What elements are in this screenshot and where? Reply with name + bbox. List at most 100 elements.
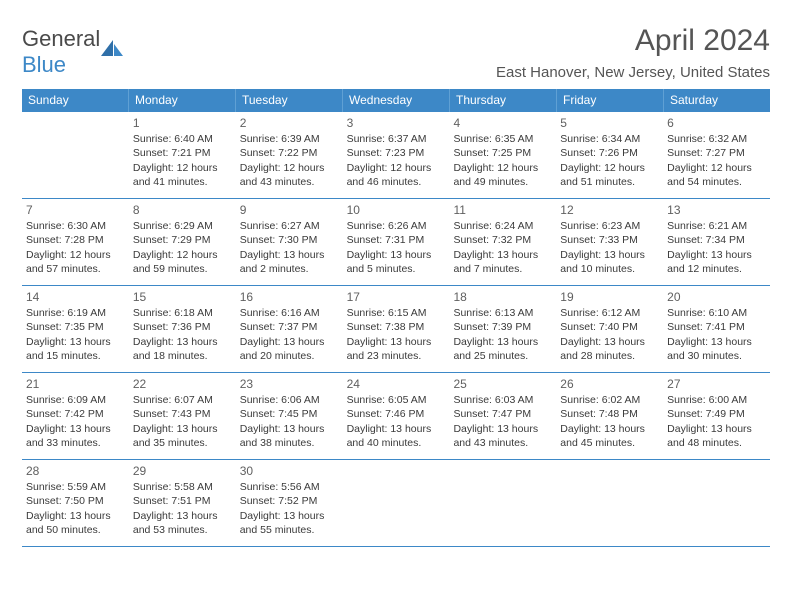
day-cell: 25Sunrise: 6:03 AMSunset: 7:47 PMDayligh… (449, 373, 556, 459)
day-info-line: Sunset: 7:50 PM (26, 494, 125, 508)
day-info-line: Sunrise: 6:30 AM (26, 219, 125, 233)
day-info-line: Sunrise: 6:07 AM (133, 393, 232, 407)
day-info-line: Sunrise: 6:29 AM (133, 219, 232, 233)
day-info-line: Daylight: 13 hours (26, 422, 125, 436)
day-number: 5 (560, 115, 659, 131)
day-cell (343, 460, 450, 546)
page-header: General Blue April 2024 East Hanover, Ne… (22, 24, 770, 81)
day-info-line: Daylight: 13 hours (26, 509, 125, 523)
day-info-line: Sunrise: 6:12 AM (560, 306, 659, 320)
day-info-line: and 23 minutes. (347, 349, 446, 363)
day-info-line: Daylight: 13 hours (240, 422, 339, 436)
day-cell: 6Sunrise: 6:32 AMSunset: 7:27 PMDaylight… (663, 112, 770, 198)
day-info-line: and 57 minutes. (26, 262, 125, 276)
day-number: 2 (240, 115, 339, 131)
day-info-line: and 46 minutes. (347, 175, 446, 189)
day-info-line: Sunrise: 6:19 AM (26, 306, 125, 320)
week-row: 14Sunrise: 6:19 AMSunset: 7:35 PMDayligh… (22, 286, 770, 373)
day-number: 20 (667, 289, 766, 305)
day-number: 30 (240, 463, 339, 479)
day-info-line: Sunrise: 6:18 AM (133, 306, 232, 320)
day-info-line: Sunrise: 6:35 AM (453, 132, 552, 146)
day-info-line: Sunset: 7:46 PM (347, 407, 446, 421)
day-info-line: Daylight: 13 hours (26, 335, 125, 349)
day-info-line: Daylight: 12 hours (240, 161, 339, 175)
day-info-line: and 45 minutes. (560, 436, 659, 450)
day-info-line: and 38 minutes. (240, 436, 339, 450)
title-block: April 2024 East Hanover, New Jersey, Uni… (496, 24, 770, 81)
day-info-line: Sunrise: 6:00 AM (667, 393, 766, 407)
day-number: 26 (560, 376, 659, 392)
day-cell: 20Sunrise: 6:10 AMSunset: 7:41 PMDayligh… (663, 286, 770, 372)
day-cell: 8Sunrise: 6:29 AMSunset: 7:29 PMDaylight… (129, 199, 236, 285)
day-cell: 12Sunrise: 6:23 AMSunset: 7:33 PMDayligh… (556, 199, 663, 285)
day-info-line: Sunset: 7:29 PM (133, 233, 232, 247)
week-row: 7Sunrise: 6:30 AMSunset: 7:28 PMDaylight… (22, 199, 770, 286)
day-number: 14 (26, 289, 125, 305)
day-info-line: Daylight: 12 hours (667, 161, 766, 175)
month-title: April 2024 (496, 24, 770, 58)
day-cell: 22Sunrise: 6:07 AMSunset: 7:43 PMDayligh… (129, 373, 236, 459)
day-info-line: and 28 minutes. (560, 349, 659, 363)
day-info-line: Daylight: 13 hours (133, 335, 232, 349)
day-info-line: Sunset: 7:38 PM (347, 320, 446, 334)
day-info-line: Sunset: 7:51 PM (133, 494, 232, 508)
weekday-header: Friday (557, 89, 664, 112)
week-row: 28Sunrise: 5:59 AMSunset: 7:50 PMDayligh… (22, 460, 770, 547)
day-info-line: Sunset: 7:34 PM (667, 233, 766, 247)
week-row: 1Sunrise: 6:40 AMSunset: 7:21 PMDaylight… (22, 112, 770, 199)
day-info-line: Sunset: 7:26 PM (560, 146, 659, 160)
day-info-line: and 7 minutes. (453, 262, 552, 276)
day-number: 23 (240, 376, 339, 392)
day-info-line: and 10 minutes. (560, 262, 659, 276)
day-info-line: Sunrise: 6:40 AM (133, 132, 232, 146)
day-info-line: Sunrise: 6:05 AM (347, 393, 446, 407)
day-info-line: and 35 minutes. (133, 436, 232, 450)
day-cell: 24Sunrise: 6:05 AMSunset: 7:46 PMDayligh… (343, 373, 450, 459)
day-info-line: and 50 minutes. (26, 523, 125, 537)
day-info-line: and 48 minutes. (667, 436, 766, 450)
day-info-line: Sunset: 7:22 PM (240, 146, 339, 160)
day-number: 17 (347, 289, 446, 305)
day-info-line: Sunset: 7:33 PM (560, 233, 659, 247)
location-text: East Hanover, New Jersey, United States (496, 64, 770, 81)
day-cell: 13Sunrise: 6:21 AMSunset: 7:34 PMDayligh… (663, 199, 770, 285)
day-number: 16 (240, 289, 339, 305)
day-info-line: and 18 minutes. (133, 349, 232, 363)
day-cell (556, 460, 663, 546)
day-cell: 2Sunrise: 6:39 AMSunset: 7:22 PMDaylight… (236, 112, 343, 198)
weekday-header: Saturday (664, 89, 770, 112)
day-info-line: and 49 minutes. (453, 175, 552, 189)
day-info-line: Daylight: 13 hours (240, 509, 339, 523)
day-cell: 19Sunrise: 6:12 AMSunset: 7:40 PMDayligh… (556, 286, 663, 372)
day-info-line: Sunrise: 5:58 AM (133, 480, 232, 494)
day-info-line: and 33 minutes. (26, 436, 125, 450)
day-cell: 7Sunrise: 6:30 AMSunset: 7:28 PMDaylight… (22, 199, 129, 285)
weekday-header: Thursday (450, 89, 557, 112)
day-info-line: Sunset: 7:25 PM (453, 146, 552, 160)
day-cell: 18Sunrise: 6:13 AMSunset: 7:39 PMDayligh… (449, 286, 556, 372)
day-number: 3 (347, 115, 446, 131)
day-info-line: Sunset: 7:31 PM (347, 233, 446, 247)
logo: General Blue (22, 26, 123, 78)
calendar: SundayMondayTuesdayWednesdayThursdayFrid… (22, 89, 770, 547)
day-cell: 15Sunrise: 6:18 AMSunset: 7:36 PMDayligh… (129, 286, 236, 372)
day-number: 13 (667, 202, 766, 218)
day-number: 7 (26, 202, 125, 218)
day-info-line: Sunset: 7:41 PM (667, 320, 766, 334)
day-number: 18 (453, 289, 552, 305)
day-info-line: Sunrise: 6:13 AM (453, 306, 552, 320)
day-info-line: Daylight: 13 hours (560, 335, 659, 349)
day-cell (22, 112, 129, 198)
day-info-line: Sunrise: 6:21 AM (667, 219, 766, 233)
weekday-header: Tuesday (236, 89, 343, 112)
weekday-header: Sunday (22, 89, 129, 112)
week-row: 21Sunrise: 6:09 AMSunset: 7:42 PMDayligh… (22, 373, 770, 460)
day-cell: 14Sunrise: 6:19 AMSunset: 7:35 PMDayligh… (22, 286, 129, 372)
day-info-line: Daylight: 13 hours (133, 422, 232, 436)
day-info-line: Sunset: 7:48 PM (560, 407, 659, 421)
day-number: 24 (347, 376, 446, 392)
day-info-line: Sunrise: 5:56 AM (240, 480, 339, 494)
day-cell: 26Sunrise: 6:02 AMSunset: 7:48 PMDayligh… (556, 373, 663, 459)
day-info-line: Sunrise: 5:59 AM (26, 480, 125, 494)
